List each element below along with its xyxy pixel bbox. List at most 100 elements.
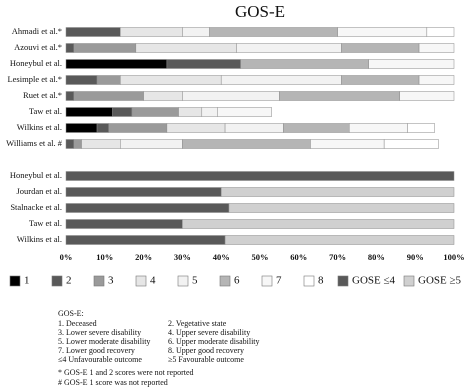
- notes-heading: GOS-E:: [58, 309, 84, 318]
- bar-segment: [166, 123, 226, 133]
- legend-swatch: [261, 275, 273, 287]
- bar-segment: [120, 27, 183, 37]
- y-tick-label: Lesimple et al.*: [7, 74, 62, 84]
- bar-segment: [81, 139, 121, 149]
- bar-segment: [143, 91, 183, 101]
- x-tick-label: 70%: [329, 252, 346, 262]
- legend-label: 3: [108, 275, 114, 287]
- bar-segment: [135, 43, 237, 53]
- y-tick-label: Ahmadi et al.*: [12, 26, 62, 36]
- footnote: * GOS-E 1 and 2 scores were not reported: [58, 368, 194, 377]
- bar-segment: [418, 75, 455, 85]
- legend-swatch: [93, 275, 105, 287]
- bar-segment: [182, 139, 311, 149]
- bar-segment: [65, 171, 455, 181]
- bar-segment: [108, 123, 168, 133]
- legend-label: 4: [150, 275, 156, 287]
- bar-segment: [65, 75, 98, 85]
- legend-label: GOSE ≤4: [352, 275, 396, 287]
- bar-segment: [65, 123, 98, 133]
- note-item: 4. Upper severe disability: [168, 328, 250, 337]
- y-tick-label: Taw et al.: [29, 106, 62, 116]
- bar-segment: [399, 91, 455, 101]
- note-item: 5. Lower moderate disability: [58, 337, 150, 346]
- bar-segment: [368, 59, 455, 69]
- legend-label: GOSE ≥5: [418, 275, 462, 287]
- bar-segment: [65, 107, 113, 117]
- bar-segment: [73, 91, 144, 101]
- y-tick-label: Wilkins et al.: [17, 234, 62, 244]
- footnote: # GOS-E 1 score was not reported: [58, 378, 168, 387]
- note-item: 2. Vegetative state: [168, 319, 227, 328]
- y-tick-label: Taw et al.: [29, 218, 62, 228]
- y-tick-label: Azouvi et al.*: [14, 42, 62, 52]
- legend-swatch: [337, 275, 349, 287]
- note-item: 6. Upper moderate disability: [168, 337, 260, 346]
- y-tick-label: Wilkins et al.: [17, 122, 62, 132]
- bar-segment: [228, 203, 455, 213]
- x-tick-label: 60%: [290, 252, 307, 262]
- note-item: 1. Deceased: [58, 319, 97, 328]
- bar-segment: [337, 27, 428, 37]
- bar-segment: [182, 27, 210, 37]
- note-item: ≤4 Unfavourable outcome: [58, 355, 142, 364]
- bar-segment: [120, 75, 222, 85]
- legend-label: 7: [276, 275, 282, 287]
- bar-segment: [166, 59, 241, 69]
- bar-segment: [182, 219, 455, 229]
- legend-label: 8: [318, 275, 324, 287]
- y-tick-label: Honeybul et al.: [10, 58, 62, 68]
- bar-segment: [65, 43, 75, 53]
- x-tick-label: 30%: [174, 252, 191, 262]
- bar-segment: [341, 75, 420, 85]
- bar-segment: [383, 139, 439, 149]
- legend-label: 2: [66, 275, 72, 287]
- x-tick-label: 90%: [407, 252, 424, 262]
- legend-swatch: [403, 275, 415, 287]
- bar-segment: [65, 139, 75, 149]
- bar-segment: [279, 91, 400, 101]
- bar-segment: [65, 235, 226, 245]
- bar-segment: [220, 187, 455, 197]
- y-tick-label: Ruet et al.*: [23, 90, 62, 100]
- note-item: 7. Lower good recovery: [58, 346, 135, 355]
- x-tick-label: 40%: [213, 252, 230, 262]
- bar-segment: [65, 59, 168, 69]
- bar-segment: [65, 91, 75, 101]
- bar-segment: [65, 27, 121, 37]
- y-tick-label: Honeybul et al.: [10, 170, 62, 180]
- y-tick-label: Stalnacke et al.: [10, 202, 62, 212]
- y-tick-label: Williams et al. #: [6, 138, 63, 148]
- x-tick-label: 50%: [252, 252, 269, 262]
- x-tick-label: 80%: [368, 252, 385, 262]
- bar-segment: [341, 43, 420, 53]
- chart-title: GOS-E: [235, 2, 285, 21]
- legend-label: 1: [24, 275, 30, 287]
- bar-segment: [73, 43, 137, 53]
- bar-segment: [283, 123, 350, 133]
- legend-swatch: [135, 275, 147, 287]
- bar-segment: [65, 203, 230, 213]
- legend-label: 6: [234, 275, 240, 287]
- legend-swatch: [177, 275, 189, 287]
- legend-swatch: [303, 275, 315, 287]
- bar-segment: [217, 107, 272, 117]
- bar-segment: [209, 27, 338, 37]
- bar-segment: [310, 139, 385, 149]
- x-tick-label: 0%: [60, 252, 73, 262]
- legend-swatch: [51, 275, 63, 287]
- bar-segment: [178, 107, 203, 117]
- bar-segment: [131, 107, 179, 117]
- bar-segment: [348, 123, 408, 133]
- bar-segment: [201, 107, 218, 117]
- bar-segment: [236, 43, 342, 53]
- bar-segment: [182, 91, 280, 101]
- legend-label: 5: [192, 275, 198, 287]
- bar-segment: [407, 123, 435, 133]
- legend-swatch: [9, 275, 21, 287]
- note-item: ≥5 Favourable outcome: [168, 355, 244, 364]
- y-tick-label: Jourdan et al.: [16, 186, 62, 196]
- bar-segment: [418, 43, 455, 53]
- note-item: 3. Lower severe disability: [58, 328, 141, 337]
- legend-swatch: [219, 275, 231, 287]
